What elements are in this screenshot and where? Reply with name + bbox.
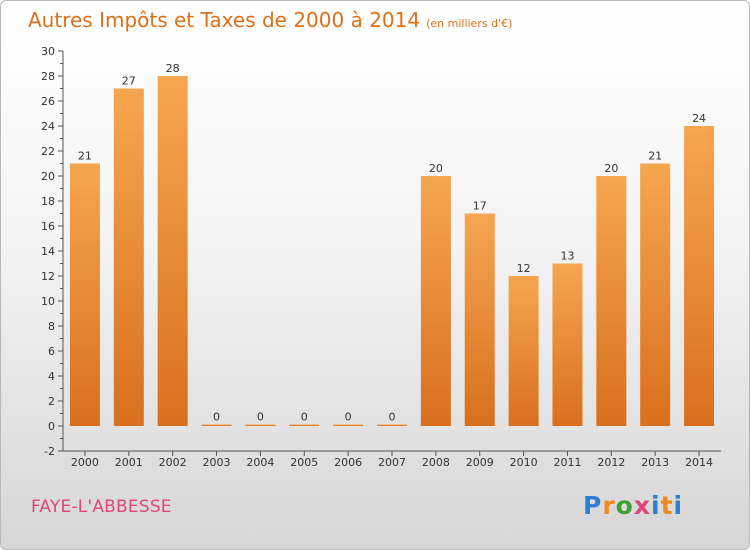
x-tick-label: 2013 — [641, 456, 669, 469]
bar — [508, 276, 539, 426]
y-tick-label: 18 — [41, 195, 55, 208]
logo-letter: r — [602, 491, 616, 520]
y-tick-label: 10 — [41, 295, 55, 308]
x-tick-label: 2005 — [290, 456, 318, 469]
y-tick-label: 16 — [41, 220, 55, 233]
data-label: 0 — [213, 411, 220, 424]
x-tick-label: 2012 — [597, 456, 625, 469]
data-label: 20 — [604, 162, 618, 175]
x-tick-label: 2002 — [159, 456, 187, 469]
data-label: 0 — [301, 411, 308, 424]
chart-title: Autres Impôts et Taxes de 2000 à 2014 (en… — [28, 8, 512, 32]
x-tick-label: 2001 — [115, 456, 143, 469]
x-tick-label: 2009 — [466, 456, 494, 469]
data-label: 27 — [122, 75, 136, 88]
y-tick-label: 2 — [48, 395, 55, 408]
x-tick-label: 2003 — [203, 456, 231, 469]
y-tick-label: 26 — [41, 95, 55, 108]
bar — [377, 424, 407, 426]
data-label: 0 — [389, 411, 396, 424]
x-tick-label: 2007 — [378, 456, 406, 469]
bar — [596, 176, 627, 426]
logo-letter: P — [583, 491, 603, 520]
bar — [113, 88, 144, 426]
chart-title-text: Autres Impôts et Taxes de 2000 à 2014 — [28, 8, 421, 32]
logo-letter: i — [651, 491, 661, 520]
data-label: 17 — [473, 200, 487, 213]
y-tick-label: 24 — [41, 120, 55, 133]
chart-subtitle: (en milliers d'€) — [426, 17, 513, 30]
y-tick-label: 4 — [48, 370, 55, 383]
y-tick-label: 14 — [41, 245, 55, 258]
y-tick-label: 8 — [48, 320, 55, 333]
bar — [69, 163, 100, 426]
y-tick-label: 30 — [41, 45, 55, 58]
data-label: 0 — [345, 411, 352, 424]
data-label: 21 — [78, 150, 92, 163]
x-tick-label: 2004 — [246, 456, 274, 469]
x-tick-label: 2000 — [71, 456, 99, 469]
y-tick-label: 22 — [41, 145, 55, 158]
logo-letter: x — [633, 491, 651, 520]
data-label: 28 — [166, 62, 180, 75]
y-tick-label: 6 — [48, 345, 55, 358]
data-label: 21 — [648, 150, 662, 163]
data-label: 13 — [560, 250, 574, 263]
logo-letter: i — [673, 491, 684, 520]
data-label: 20 — [429, 162, 443, 175]
y-tick-label: -2 — [44, 445, 55, 458]
data-label: 12 — [517, 262, 531, 275]
bar — [552, 263, 583, 426]
y-tick-label: 28 — [41, 70, 55, 83]
logo-letter: t — [660, 491, 674, 520]
data-label: 24 — [692, 112, 706, 125]
bar — [464, 213, 495, 426]
bar — [640, 163, 671, 426]
proxiti-logo: Proxiti — [583, 491, 683, 520]
logo-letter: o — [615, 491, 634, 520]
bar — [201, 424, 232, 426]
x-tick-label: 2008 — [422, 456, 450, 469]
x-tick-label: 2006 — [334, 456, 362, 469]
y-tick-label: 12 — [41, 270, 55, 283]
x-tick-label: 2014 — [685, 456, 713, 469]
y-tick-label: 20 — [41, 170, 55, 183]
bar — [684, 126, 715, 426]
x-tick-label: 2010 — [510, 456, 538, 469]
data-label: 0 — [257, 411, 264, 424]
bar — [420, 176, 451, 426]
commune-name: FAYE-L'ABBESSE — [31, 497, 172, 517]
y-tick-label: 0 — [48, 420, 55, 433]
bar — [157, 76, 188, 426]
bar — [333, 424, 364, 426]
bar — [245, 424, 276, 426]
bar — [289, 424, 320, 426]
x-tick-label: 2011 — [553, 456, 581, 469]
